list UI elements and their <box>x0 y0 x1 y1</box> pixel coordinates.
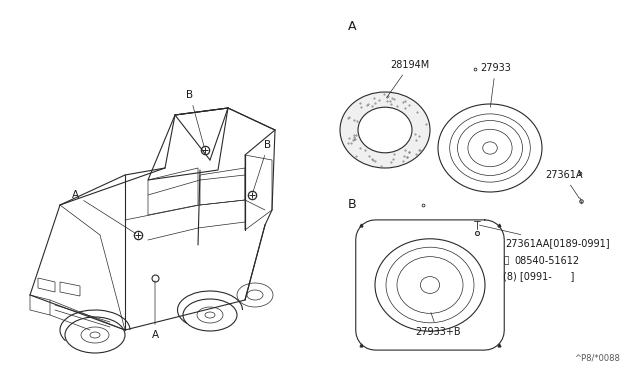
Ellipse shape <box>358 107 412 153</box>
Text: A: A <box>72 190 136 234</box>
Text: ^P8/*0088: ^P8/*0088 <box>574 353 620 362</box>
Text: B: B <box>253 140 271 192</box>
Ellipse shape <box>438 104 542 192</box>
Text: 27361AA[0189-0991]: 27361AA[0189-0991] <box>479 225 610 248</box>
Text: 08540-51612: 08540-51612 <box>514 256 579 266</box>
Ellipse shape <box>340 92 430 168</box>
Text: (8) [0991-      ]: (8) [0991- ] <box>503 271 574 281</box>
Text: B: B <box>186 90 204 147</box>
Text: A: A <box>348 20 356 33</box>
Text: Ⓢ: Ⓢ <box>503 257 508 266</box>
Text: 27933+B: 27933+B <box>415 312 461 337</box>
Text: A: A <box>152 281 159 340</box>
Text: 27361A: 27361A <box>545 170 582 199</box>
Text: 28194M: 28194M <box>387 60 429 98</box>
Text: B: B <box>348 198 356 211</box>
Text: 27933: 27933 <box>480 63 511 107</box>
